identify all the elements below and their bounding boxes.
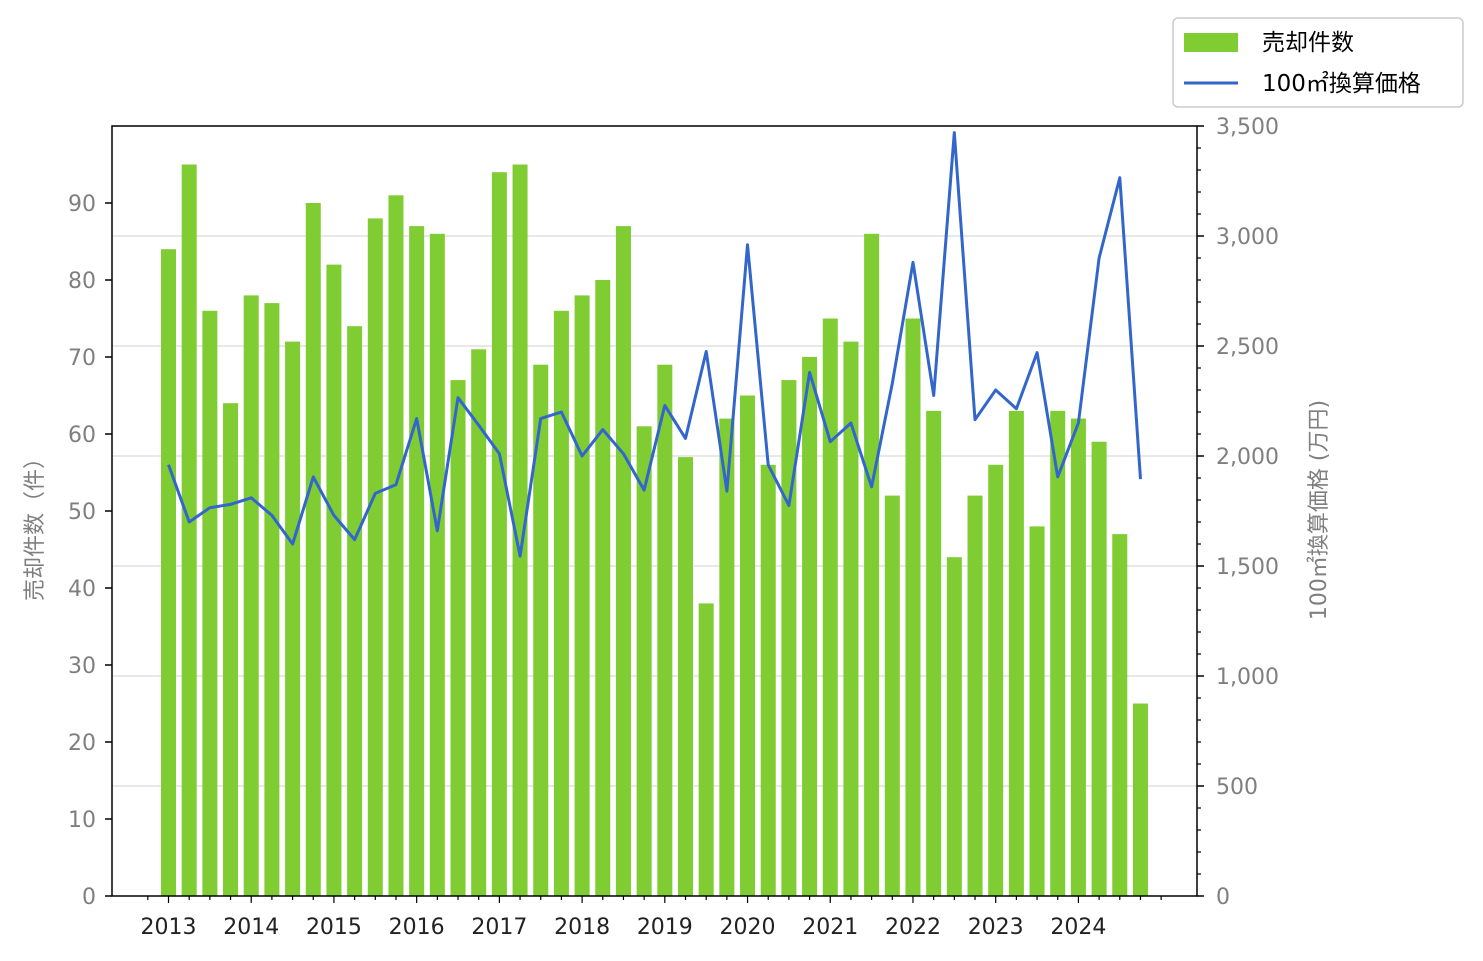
x-tick-label: 2024: [1050, 915, 1106, 940]
left-tick-label: 30: [68, 654, 96, 679]
bar: [533, 364, 549, 896]
bar: [1091, 441, 1107, 896]
right-axis-title: 100㎡換算価格 (万円): [1306, 400, 1332, 620]
bar: [1132, 703, 1148, 896]
left-y-axis: 0 10 20 30 40 50 60 70 80 90: [68, 192, 112, 910]
bar: [161, 249, 176, 896]
bar: [181, 164, 197, 896]
bar: [822, 318, 838, 896]
bar: [988, 464, 1004, 896]
bar: [471, 349, 487, 896]
right-tick-label: 3,500: [1216, 115, 1279, 140]
legend: 売却件数 100㎡換算価格: [1172, 17, 1464, 108]
bar: [719, 418, 735, 896]
right-tick-label: 2,500: [1216, 335, 1279, 360]
left-tick-label: 0: [82, 885, 96, 910]
legend-bar-swatch: [1184, 33, 1238, 52]
x-tick-label: 2020: [720, 915, 776, 940]
bar: [678, 457, 693, 896]
x-tick-label: 2016: [389, 915, 445, 940]
x-tick-label: 2013: [141, 915, 197, 940]
x-axis: 2013 2014 2015 2016 2017 2018 2019 2020 2021 2022…: [141, 896, 1162, 940]
x-tick-label: 2023: [968, 915, 1024, 940]
bar: [698, 603, 714, 896]
bar: [553, 310, 569, 896]
bar: [1008, 410, 1024, 896]
bar: [781, 380, 797, 897]
bar: [388, 195, 404, 897]
bar: [491, 172, 507, 896]
bar: [450, 380, 466, 897]
right-tick-label: 0: [1216, 885, 1230, 910]
right-tick-label: 1,500: [1216, 555, 1279, 580]
legend-bar-label: 売却件数: [1262, 30, 1354, 56]
bar: [326, 264, 342, 897]
price-line: [167, 131, 1142, 558]
bar: [967, 495, 983, 896]
x-tick-label: 2019: [637, 915, 693, 940]
right-tick-label: 500: [1216, 775, 1258, 800]
bar: [574, 295, 590, 896]
bar: [843, 341, 859, 897]
bar: [864, 233, 880, 897]
bar: [1029, 526, 1045, 896]
right-tick-label: 2,000: [1216, 445, 1279, 470]
bar: [285, 341, 301, 897]
bar: [202, 310, 218, 896]
bar: [802, 357, 818, 896]
bar-series: [161, 164, 1148, 897]
bar: [657, 364, 673, 896]
x-tick-label: 2015: [306, 915, 362, 940]
left-tick-label: 40: [68, 577, 96, 602]
left-tick-label: 60: [68, 423, 96, 448]
left-tick-label: 50: [68, 500, 96, 525]
left-tick-label: 80: [68, 269, 96, 294]
bar: [905, 318, 921, 896]
bar: [615, 226, 631, 897]
bar: [264, 303, 280, 897]
bar: [367, 218, 383, 896]
legend-frame: [1172, 17, 1464, 108]
bar: [595, 280, 611, 896]
bar: [740, 395, 756, 896]
x-tick-label: 2018: [554, 915, 610, 940]
bar: [884, 495, 900, 896]
bar: [243, 295, 259, 896]
bar: [347, 326, 363, 896]
bar: [926, 410, 942, 896]
right-tick-label: 1,000: [1216, 665, 1279, 690]
bar: [636, 426, 652, 896]
left-tick-label: 70: [68, 346, 96, 371]
bar: [512, 164, 528, 896]
bar: [1112, 534, 1128, 896]
bar: [223, 403, 239, 896]
x-tick-label: 2022: [885, 915, 941, 940]
bar: [409, 226, 425, 897]
left-tick-label: 90: [68, 192, 96, 217]
left-axis-title: 売却件数（件）: [23, 447, 48, 601]
line-series-layer: [167, 131, 1142, 558]
right-tick-label: 3,000: [1216, 225, 1279, 250]
x-tick-label: 2014: [223, 915, 279, 940]
left-tick-label: 20: [68, 731, 96, 756]
left-tick-label: 10: [68, 808, 96, 833]
bar: [760, 464, 776, 896]
x-tick-label: 2017: [471, 915, 527, 940]
legend-line-label: 100㎡換算価格: [1262, 71, 1421, 97]
x-tick-label: 2021: [802, 915, 858, 940]
bar: [305, 203, 321, 896]
bar: [1070, 418, 1086, 896]
right-y-axis: 0 500 1,000 1,500 2,000 2,500 3,000 3,500: [1197, 115, 1279, 910]
bar: [1050, 410, 1066, 896]
bar: [946, 557, 962, 896]
bar: [429, 233, 445, 897]
